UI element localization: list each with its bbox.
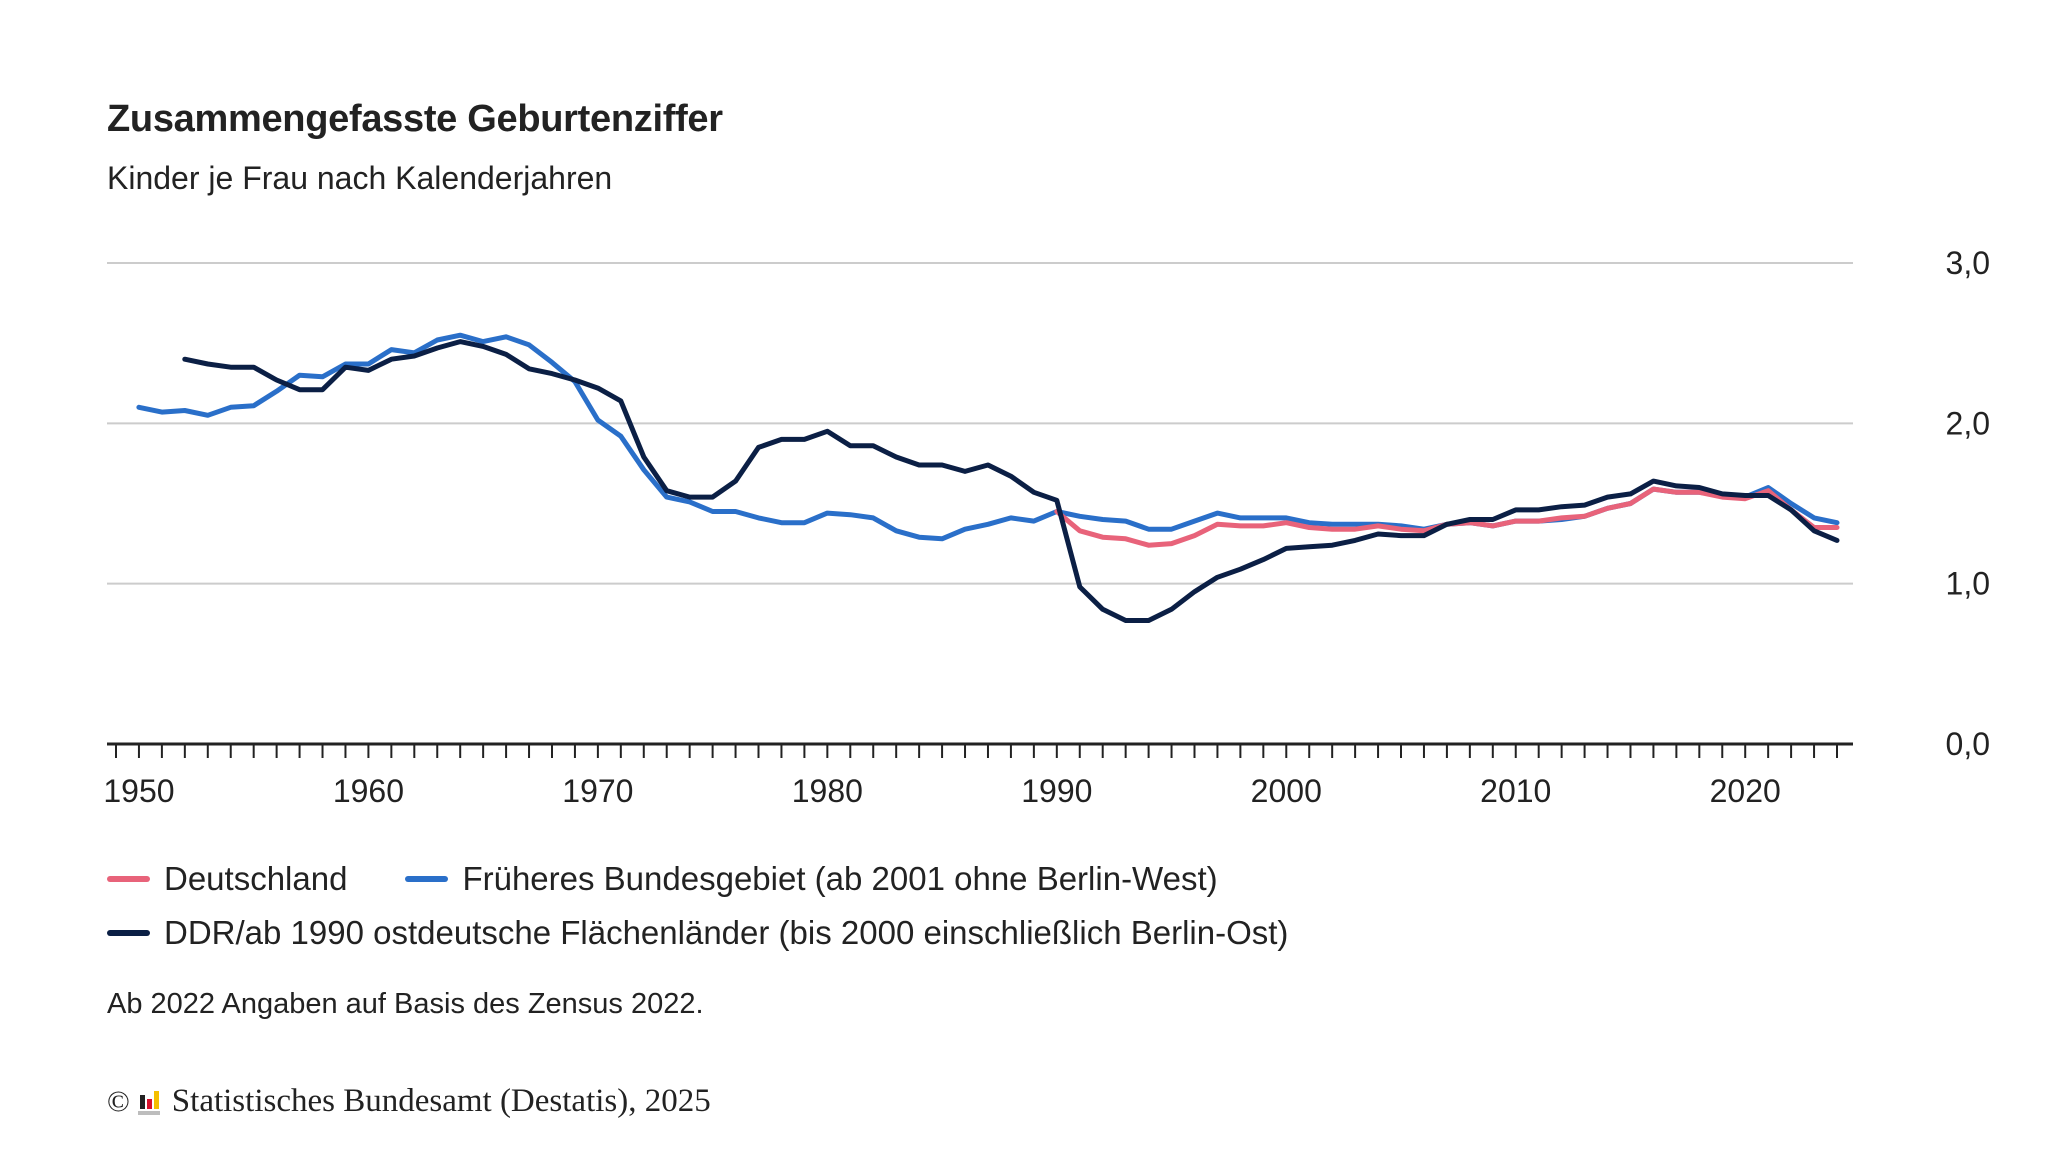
x-tick-label: 2010: [1480, 773, 1551, 809]
legend-item-deutschland: Deutschland: [107, 860, 347, 898]
legend-label: Früheres Bundesgebiet (ab 2001 ohne Berl…: [462, 860, 1218, 897]
x-tick-label: 2000: [1251, 773, 1322, 809]
x-axis: [107, 742, 1853, 758]
legend-item-ddr: DDR/ab 1990 ostdeutsche Flächenländer (b…: [107, 914, 1288, 952]
series-line-1: [136, 332, 1840, 542]
legend-label: Deutschland: [164, 860, 348, 897]
destatis-logo-icon: [136, 1089, 162, 1115]
x-tick-label: 2020: [1710, 773, 1781, 809]
gridlines: [107, 262, 1853, 585]
source-text: Statistisches Bundesamt (Destatis), 2025: [171, 1083, 711, 1119]
line-chart: 1950 1960 1970 1980 1990 2000 2010 2020 0,0 1,0 2…: [103, 245, 1990, 809]
x-tick-labels: 1950 1960 1970 1980 1990 2000 2010 2020: [103, 773, 1780, 809]
footnote: Ab 2022 Angaben auf Basis des Zensus 202…: [107, 988, 704, 1020]
y-tick-label: 3,0: [1946, 245, 1990, 281]
y-tick-label: 2,0: [1946, 405, 1990, 441]
legend-swatch-deutschland: [107, 876, 150, 882]
copyright-icon: ©: [107, 1084, 130, 1118]
legend-label: DDR/ab 1990 ostdeutsche Flächenländer (b…: [164, 914, 1289, 951]
y-tick-label: 0,0: [1946, 726, 1990, 762]
y-tick-label: 1,0: [1946, 566, 1990, 602]
x-tick-label: 1950: [103, 773, 174, 809]
legend-swatch-ddr: [107, 930, 150, 936]
series-line-2: [182, 339, 1840, 623]
x-tick-label: 1990: [1021, 773, 1092, 809]
y-tick-labels: 0,0 1,0 2,0 3,0: [1946, 245, 1990, 762]
series-line-0: [1054, 486, 1840, 548]
legend-swatch-frueheres-bundesgebiet: [405, 876, 449, 882]
series-lines: [136, 332, 1840, 623]
x-tick-label: 1980: [792, 773, 863, 809]
chart-title: Zusammengefasste Geburtenziffer: [107, 98, 723, 140]
legend-item-frueheres-bundesgebiet: Früheres Bundesgebiet (ab 2001 ohne Berl…: [405, 860, 1218, 898]
source-credit: © Statistisches Bundesamt (Destatis), 20…: [107, 1083, 711, 1120]
legend: Deutschland Früheres Bundesgebiet (ab 20…: [107, 852, 1346, 960]
x-tick-label: 1960: [333, 773, 404, 809]
chart-subtitle: Kinder je Frau nach Kalenderjahren: [107, 160, 613, 196]
x-tick-label: 1970: [562, 773, 633, 809]
